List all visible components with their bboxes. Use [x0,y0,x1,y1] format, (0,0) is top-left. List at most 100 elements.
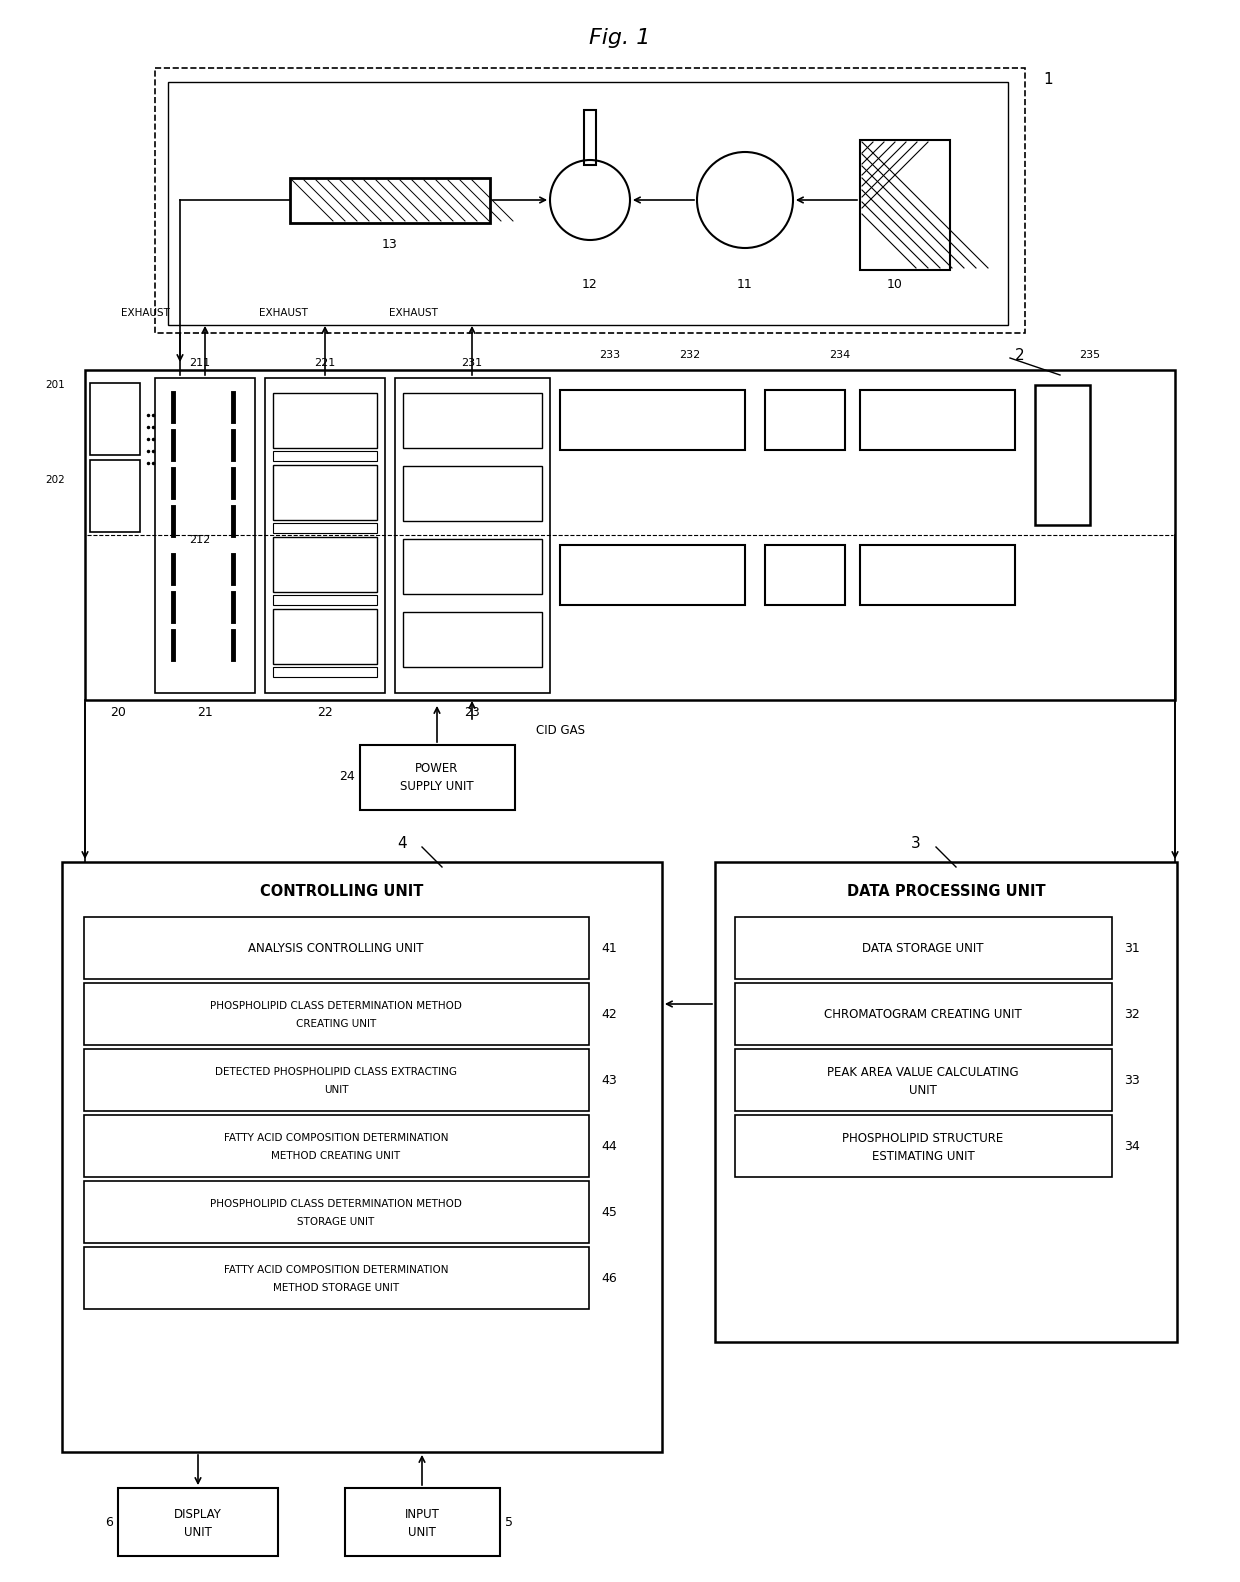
Bar [84,1049,589,1111]
Text: METHOD CREATING UNIT: METHOD CREATING UNIT [272,1152,401,1161]
Text: DATA STORAGE UNIT: DATA STORAGE UNIT [862,941,983,954]
Text: 46: 46 [601,1272,616,1285]
Bar [560,391,745,449]
Bar [273,609,377,664]
Text: 41: 41 [601,941,616,954]
Text: 34: 34 [1123,1139,1140,1153]
Text: 211: 211 [190,358,211,369]
Text: 5: 5 [505,1516,513,1528]
Bar [360,745,515,810]
Text: 11: 11 [737,278,753,291]
Bar [715,862,1177,1342]
Text: DISPLAY: DISPLAY [174,1508,222,1520]
Text: EXHAUST: EXHAUST [259,308,308,318]
Bar [91,383,140,456]
Text: 231: 231 [461,358,482,369]
Bar [765,546,844,604]
Bar [84,918,589,979]
Bar [84,1247,589,1308]
Bar [273,392,377,448]
Text: 233: 233 [599,350,620,361]
Bar [273,465,377,520]
Text: 24: 24 [340,770,355,783]
Text: 221: 221 [315,358,336,369]
Text: 43: 43 [601,1074,616,1087]
Bar [84,1182,589,1243]
Bar [735,918,1112,979]
Bar [735,982,1112,1046]
Text: 3: 3 [911,837,921,851]
Text: PHOSPHOLIPID STRUCTURE: PHOSPHOLIPID STRUCTURE [842,1131,1003,1144]
Bar [273,536,377,592]
Text: 212: 212 [190,535,211,546]
Text: UNIT: UNIT [909,1084,937,1096]
Text: 21: 21 [197,707,213,720]
Text: PHOSPHOLIPID CLASS DETERMINATION METHOD: PHOSPHOLIPID CLASS DETERMINATION METHOD [210,1001,463,1011]
Text: 32: 32 [1123,1008,1140,1020]
Text: EXHAUST: EXHAUST [120,308,170,318]
Text: POWER: POWER [415,763,459,775]
Text: INPUT: INPUT [404,1508,439,1520]
Bar [560,546,745,604]
Text: 4: 4 [397,837,407,851]
Text: 10: 10 [887,278,903,291]
Text: 232: 232 [680,350,701,361]
Bar [118,1489,278,1557]
Bar [167,82,1008,324]
Bar [735,1049,1112,1111]
Text: CREATING UNIT: CREATING UNIT [296,1019,376,1028]
Bar [403,539,542,593]
Text: STORAGE UNIT: STORAGE UNIT [298,1217,374,1228]
Text: 202: 202 [45,475,64,486]
Text: 31: 31 [1123,941,1140,954]
Bar [403,467,542,520]
Text: 6: 6 [105,1516,113,1528]
Bar [290,179,490,223]
Bar [155,378,255,693]
Text: FATTY ACID COMPOSITION DETERMINATION: FATTY ACID COMPOSITION DETERMINATION [223,1133,448,1144]
Text: 22: 22 [317,707,332,720]
Text: EXHAUST: EXHAUST [388,308,438,318]
Text: CHROMATOGRAM CREATING UNIT: CHROMATOGRAM CREATING UNIT [825,1008,1022,1020]
Bar [861,139,950,271]
Bar [265,378,384,693]
Bar [1035,384,1090,525]
Bar [91,460,140,532]
Bar [403,392,542,448]
Bar [584,111,596,165]
Bar [62,862,662,1452]
Text: UNIT: UNIT [184,1525,212,1539]
Text: UNIT: UNIT [408,1525,436,1539]
Text: 23: 23 [464,707,480,720]
Bar [273,668,377,677]
Text: CID GAS: CID GAS [536,723,584,737]
Text: 13: 13 [382,239,398,252]
Bar [84,1115,589,1177]
Text: 234: 234 [830,350,851,361]
Text: 1: 1 [1043,73,1053,87]
Text: DATA PROCESSING UNIT: DATA PROCESSING UNIT [847,884,1045,900]
Bar [155,68,1025,332]
Text: 12: 12 [582,278,598,291]
Text: 201: 201 [45,380,64,391]
Bar [396,378,551,693]
Text: 44: 44 [601,1139,616,1153]
Bar [86,370,1176,699]
Bar [273,595,377,604]
Text: FATTY ACID COMPOSITION DETERMINATION: FATTY ACID COMPOSITION DETERMINATION [223,1266,448,1275]
Text: UNIT: UNIT [324,1085,348,1095]
Bar [345,1489,500,1557]
Bar [861,391,1016,449]
Text: 42: 42 [601,1008,616,1020]
Bar [861,546,1016,604]
Text: PHOSPHOLIPID CLASS DETERMINATION METHOD: PHOSPHOLIPID CLASS DETERMINATION METHOD [210,1199,463,1209]
Bar [765,391,844,449]
Text: CONTROLLING UNIT: CONTROLLING UNIT [260,884,424,900]
Text: 45: 45 [601,1205,616,1218]
Bar [273,524,377,533]
Bar [735,1115,1112,1177]
Text: 20: 20 [110,706,126,718]
Text: PEAK AREA VALUE CALCULATING: PEAK AREA VALUE CALCULATING [827,1066,1019,1079]
Bar [403,612,542,668]
Text: ESTIMATING UNIT: ESTIMATING UNIT [872,1150,975,1163]
